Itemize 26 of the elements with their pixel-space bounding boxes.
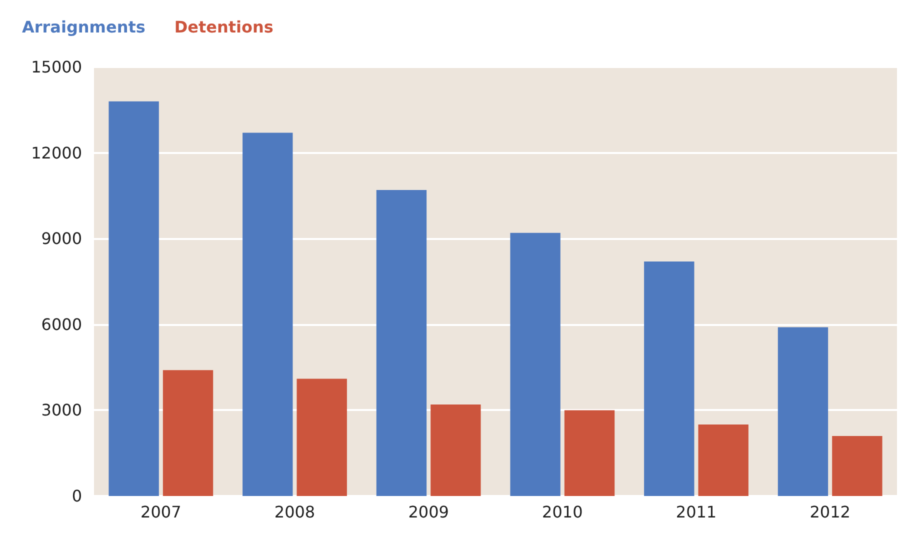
- bar: [778, 327, 828, 496]
- bar: [832, 436, 882, 496]
- bar: [430, 404, 481, 496]
- bar: [376, 190, 427, 496]
- y-tick-label: 6000: [41, 314, 82, 334]
- text: Arraignments: [22, 18, 146, 36]
- bar: [510, 232, 560, 496]
- bar: [296, 378, 347, 496]
- x-tick-label: 2008: [274, 502, 316, 522]
- bar: [242, 132, 293, 496]
- text: Detentions: [174, 18, 274, 36]
- bar: [698, 424, 748, 496]
- y-tick-label: 12000: [31, 143, 82, 162]
- bar: [644, 261, 694, 496]
- y-tick-label: 15000: [31, 58, 82, 76]
- x-tick-label: 2009: [408, 502, 449, 522]
- x-tick-label: 2010: [542, 502, 583, 522]
- y-tick-label: 3000: [41, 400, 82, 420]
- bar: [564, 410, 615, 496]
- y-tick-label: 9000: [41, 229, 82, 248]
- x-tick-label: 2011: [676, 502, 717, 522]
- bar: [108, 101, 159, 496]
- bar: [162, 370, 214, 496]
- y-tick-label: 0: [72, 486, 82, 506]
- x-tick-label: 2007: [140, 502, 182, 522]
- x-tick-label: 2012: [810, 502, 850, 522]
